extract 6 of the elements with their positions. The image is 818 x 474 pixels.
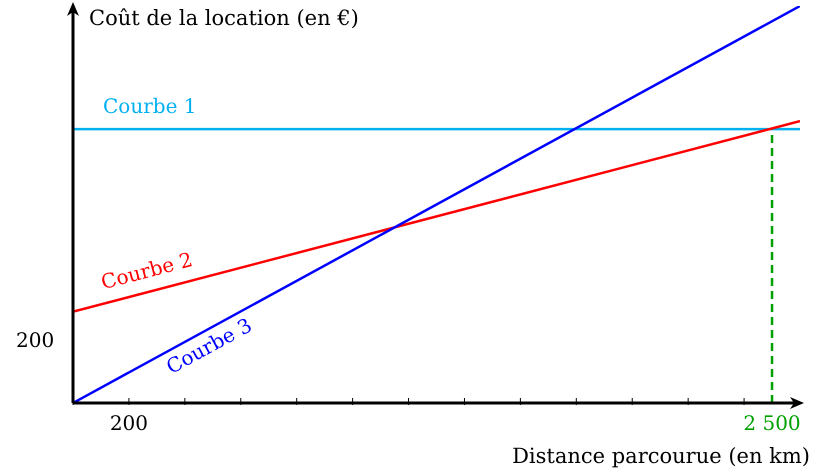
series-label: Courbe 1 xyxy=(103,94,197,118)
x-axis-title: Distance parcourue (en km) xyxy=(512,444,810,468)
y-axis-title: Coût de la location (en €) xyxy=(89,6,359,30)
text: 200 xyxy=(16,328,54,352)
text: Courbe 2 xyxy=(98,247,196,294)
x-tick-label: 2 500 xyxy=(743,411,801,435)
